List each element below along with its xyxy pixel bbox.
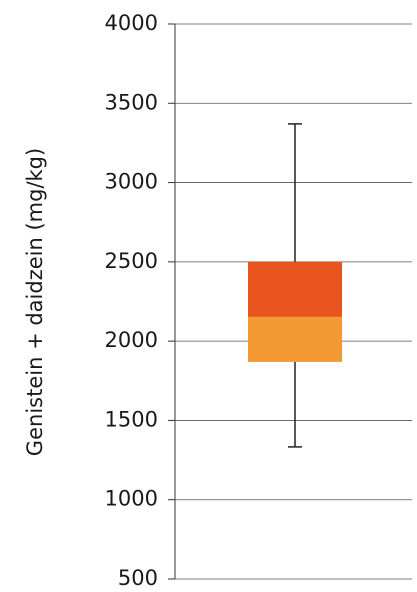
y-tick-label: 4000 xyxy=(105,11,158,35)
y-tick-label: 3000 xyxy=(105,170,158,194)
box-lower xyxy=(248,316,342,362)
y-tick-label: 2000 xyxy=(105,328,158,352)
box-upper xyxy=(248,261,342,317)
y-tick-label: 1500 xyxy=(105,407,158,431)
y-tick-label: 3500 xyxy=(105,90,158,114)
y-tick-label: 500 xyxy=(118,566,158,590)
y-tick-label: 2500 xyxy=(105,249,158,273)
y-tick-label: 1000 xyxy=(105,487,158,511)
y-axis-label: Genistein + daidzein (mg/kg) xyxy=(23,148,47,456)
